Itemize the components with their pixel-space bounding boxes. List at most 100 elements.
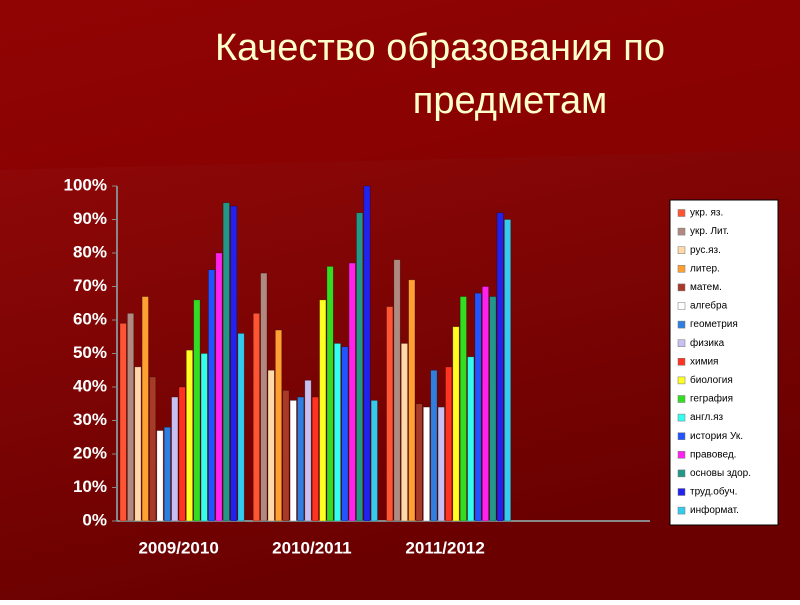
legend-label: геометрия (690, 319, 738, 330)
y-tick-label: 100% (64, 175, 107, 194)
bar (267, 369, 275, 522)
bar (200, 353, 208, 522)
y-tick-label: 90% (73, 209, 107, 228)
legend-swatch (677, 320, 686, 329)
legend-label: укр. яз. (690, 208, 723, 219)
y-tick-label: 70% (73, 276, 107, 295)
y-tick-label: 30% (73, 410, 107, 429)
y-tick-label: 40% (73, 376, 107, 395)
bar (252, 312, 260, 522)
y-tick-label: 60% (73, 309, 107, 328)
bar (156, 430, 164, 522)
legend-label: информат. (690, 504, 739, 516)
bar (119, 323, 127, 522)
x-tick-label: 2011/2012 (405, 538, 484, 557)
bar (459, 296, 467, 522)
legend-label: труд.обуч. (690, 486, 737, 498)
band (0, 0, 800, 170)
bar (326, 266, 334, 522)
bar (304, 379, 312, 522)
bar (237, 333, 245, 522)
bar (185, 349, 194, 522)
legend-swatch (677, 488, 686, 496)
bar (400, 343, 408, 522)
legend-swatch (677, 469, 686, 478)
legend-box (669, 199, 779, 526)
bar (422, 406, 431, 522)
bar (222, 202, 230, 522)
bar (393, 259, 401, 522)
legend-label: матем. (690, 282, 722, 293)
bar (452, 326, 460, 522)
bar (127, 312, 135, 522)
y-tick-label: 50% (73, 343, 107, 362)
legend-swatch (677, 506, 686, 515)
bar (356, 212, 364, 522)
legend-label: химия (690, 356, 718, 367)
legend-label: геграфия (690, 393, 733, 405)
chart-title: предметам (413, 80, 607, 122)
bar (348, 262, 356, 522)
bar (311, 396, 319, 522)
bar (289, 400, 297, 522)
y-tick-label: 10% (73, 477, 107, 496)
legend-label: литер. (690, 263, 720, 274)
legend-label: история Ук. (690, 431, 743, 442)
legend-swatch (677, 265, 686, 273)
y-tick-label: 0% (82, 510, 107, 529)
legend-label: биология (690, 374, 733, 386)
bar (134, 366, 142, 522)
bar (333, 343, 342, 522)
bar (149, 376, 157, 522)
bar (275, 329, 283, 522)
legend-swatch (677, 227, 686, 236)
bar (341, 346, 349, 522)
legend-swatch (677, 451, 686, 459)
y-tick-label: 80% (73, 242, 107, 261)
bar (163, 426, 171, 522)
bar (319, 299, 327, 522)
legend-swatch (677, 246, 686, 254)
bar (408, 279, 416, 522)
legend-swatch (677, 283, 686, 292)
legend-label: правовед. (690, 449, 736, 460)
bar (445, 366, 453, 522)
bar (467, 356, 475, 522)
legend-label: англ.яз (690, 412, 724, 423)
bar (171, 396, 179, 522)
bar (215, 252, 223, 522)
bar (430, 369, 438, 522)
x-tick-label: 2010/2011 (272, 538, 351, 557)
legend-swatch (677, 209, 686, 217)
legend-swatch (677, 395, 686, 403)
bar (260, 272, 268, 522)
bar (208, 269, 216, 522)
bar (178, 386, 186, 522)
legend-label: физика (690, 337, 725, 349)
bar (193, 299, 201, 522)
bar (504, 219, 512, 522)
legend-label: рус.яз. (690, 245, 721, 256)
legend-swatch (677, 413, 686, 422)
legend-label: алгебра (690, 300, 728, 312)
chart-title: Качество образования по (215, 27, 665, 69)
legend-swatch (677, 339, 686, 347)
bar (437, 406, 445, 522)
bar (481, 286, 489, 522)
bar (415, 403, 423, 522)
bar (141, 296, 149, 522)
legend-swatch (677, 358, 686, 366)
y-tick-label: 20% (73, 443, 107, 462)
bar (496, 212, 504, 522)
legend-swatch (677, 432, 686, 440)
bar (386, 306, 394, 522)
x-tick-label: 2009/2010 (138, 538, 218, 557)
legend-swatch (677, 302, 686, 310)
legend-swatch (677, 376, 686, 385)
bar (474, 292, 482, 522)
bar (370, 400, 378, 522)
bar (489, 296, 497, 522)
legend-label: укр. Лит. (690, 226, 729, 237)
legend-label: основы здор. (690, 468, 751, 479)
